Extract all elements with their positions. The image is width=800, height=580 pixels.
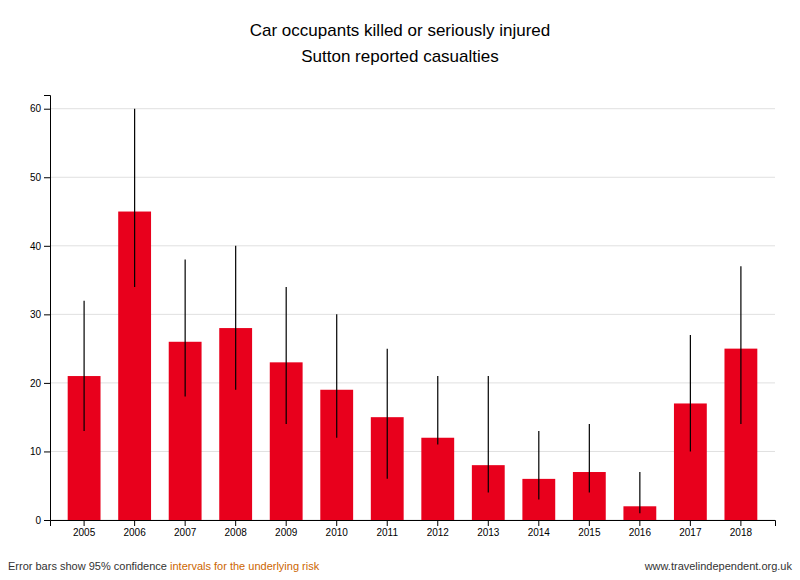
tick-label: 2008 — [225, 527, 248, 538]
tick-label: 2018 — [730, 527, 753, 538]
tick-mark — [134, 520, 135, 526]
tick-mark — [44, 314, 50, 315]
grid-line — [50, 451, 775, 452]
tick-label: 2010 — [326, 527, 349, 538]
tick: 20 — [30, 378, 50, 389]
footnote: www.travelindependent.org.uk — [644, 560, 793, 572]
tick-label: 2015 — [578, 527, 601, 538]
tick-label: 50 — [30, 172, 42, 183]
tick: 2011 — [376, 520, 398, 538]
tick: 2010 — [326, 520, 349, 538]
tick: 40 — [30, 241, 50, 252]
tick-mark — [589, 520, 590, 526]
tick-mark — [336, 520, 337, 526]
title: Car occupants killed or seriously injure… — [250, 21, 550, 40]
grid-line — [50, 314, 775, 315]
tick-mark — [286, 520, 287, 526]
tick: 2018 — [730, 520, 753, 538]
tick: 2009 — [275, 520, 298, 538]
error-bar — [286, 287, 287, 424]
tick: 2006 — [124, 520, 147, 538]
tick-label: 40 — [30, 241, 42, 252]
subtitle: Sutton reported casualties — [301, 47, 499, 66]
tick-label: 2016 — [629, 527, 652, 538]
tick-label: 2017 — [679, 527, 702, 538]
error-bar — [488, 376, 489, 493]
tick: 2013 — [477, 520, 500, 538]
footnote-part: Error bars show 95% confidence — [8, 560, 170, 572]
tick: 2012 — [427, 520, 450, 538]
chart: Car occupants killed or seriously injure… — [0, 0, 800, 580]
plot: 2005200620072008200920102011201220132014… — [30, 96, 776, 539]
tick-mark — [387, 520, 388, 526]
tick-mark — [740, 520, 741, 526]
tick: 2017 — [679, 520, 702, 538]
tick-label: 2013 — [477, 527, 500, 538]
tick-mark — [84, 520, 85, 526]
tick-label: 2012 — [427, 527, 450, 538]
tick-mark — [235, 520, 236, 526]
tick-label: 20 — [30, 378, 42, 389]
tick-label: 60 — [30, 103, 42, 114]
bar — [421, 438, 454, 520]
grid-line — [50, 108, 775, 109]
tick: 2007 — [174, 520, 197, 538]
tick-mark — [44, 383, 50, 384]
tick-mark — [44, 520, 50, 521]
error-bar — [589, 424, 590, 493]
tick: 60 — [30, 103, 50, 114]
error-bar — [387, 349, 388, 479]
tick-mark — [44, 177, 50, 178]
tick: 2016 — [629, 520, 652, 538]
error-bar — [639, 472, 640, 513]
tick: 10 — [30, 446, 50, 457]
tick-label: 2005 — [73, 527, 96, 538]
y-axis: 0 10 20 30 40 50 60 — [30, 96, 51, 526]
error-bar — [437, 376, 438, 445]
marks — [68, 109, 758, 520]
tick: 2008 — [225, 520, 248, 538]
tick-label: 2006 — [124, 527, 147, 538]
axis-line — [44, 96, 51, 521]
error-bar — [235, 246, 236, 390]
footnote: Error bars show 95% confidence intervals… — [8, 560, 320, 572]
tick-mark — [690, 520, 691, 526]
error-bar — [84, 301, 85, 431]
grid — [50, 109, 775, 520]
error-bar — [336, 314, 337, 437]
tick-label: 2014 — [528, 527, 551, 538]
tick-mark — [538, 520, 539, 526]
grid-line — [50, 177, 775, 178]
tick-mark — [44, 451, 50, 452]
footnote-part: intervals for the underlying risk — [170, 560, 320, 572]
tick: 50 — [30, 172, 50, 183]
x-axis: 2005 2006 2007 2008 2009 2010 2011 2012 2013 2014… — [51, 520, 776, 538]
grid-line — [50, 245, 775, 246]
tick-label: 0 — [35, 515, 41, 526]
tick: 30 — [30, 309, 50, 320]
tick: 0 — [35, 515, 50, 526]
tick-mark — [185, 520, 186, 526]
tick-mark — [639, 520, 640, 526]
tick-mark — [44, 246, 50, 247]
error-bar — [690, 335, 691, 452]
tick-label: 30 — [30, 309, 42, 320]
tick-label: 10 — [30, 446, 42, 457]
tick: 2015 — [578, 520, 601, 538]
tick-mark — [437, 520, 438, 526]
tick: 2005 — [73, 520, 96, 538]
tick: 2014 — [528, 520, 551, 538]
tick-label: 2011 — [376, 527, 398, 538]
tick-mark — [44, 109, 50, 110]
grid-line — [50, 382, 775, 383]
error-bar — [538, 431, 539, 500]
tick-label: 2007 — [174, 527, 197, 538]
error-bar — [740, 266, 741, 424]
error-bar — [185, 260, 186, 397]
error-bar — [134, 109, 135, 287]
axis-line — [51, 521, 776, 527]
tick-mark — [488, 520, 489, 526]
tick-label: 2009 — [275, 527, 298, 538]
